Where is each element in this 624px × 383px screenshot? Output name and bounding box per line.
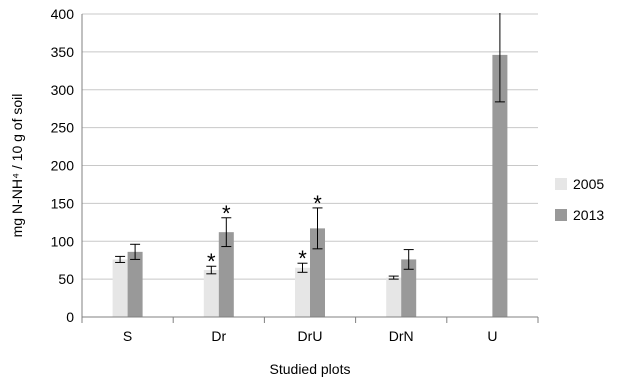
x-tick-label: U [487, 328, 497, 344]
legend-swatch-2013 [555, 209, 567, 221]
y-tick-label: 350 [51, 44, 75, 60]
y-tick-label: 0 [66, 309, 74, 325]
y-tick-label: 50 [58, 271, 74, 287]
bar-2013-Dr [218, 232, 234, 317]
significance-star: * [207, 249, 216, 274]
legend: 2005 2013 [555, 176, 604, 223]
bar-2005-DrN [386, 277, 402, 317]
y-tick-labels: 0 50 100 150 200 250 300 350 400 [51, 6, 75, 325]
y-axis-title: mg N-NH⁴ / 10 g of soil [9, 94, 25, 238]
x-axis-title: Studied plots [270, 361, 351, 377]
y-tick-label: 200 [51, 158, 75, 174]
error-bars [115, 13, 505, 280]
bar-2005-DrU [295, 267, 310, 317]
legend-label-2005: 2005 [573, 176, 604, 192]
legend-swatch-2005 [555, 178, 567, 190]
bar-2005-S [112, 259, 128, 317]
bar-2005-Dr [203, 270, 219, 317]
x-tick-label: Dr [211, 328, 226, 344]
legend-label-2013: 2013 [573, 207, 604, 223]
y-tick-label: 250 [51, 120, 75, 136]
axes [81, 14, 539, 323]
x-tick-label: DrN [389, 328, 414, 344]
bars [112, 54, 508, 317]
bar-2013-DrU [310, 228, 325, 317]
y-tick-label: 300 [51, 82, 75, 98]
significance-star: * [313, 191, 322, 216]
x-tick-label: DrU [298, 328, 323, 344]
y-tick-label: 100 [51, 233, 75, 249]
y-tick-label: 400 [51, 6, 75, 22]
bar-2013-S [127, 251, 143, 317]
significance-star: * [298, 246, 307, 271]
significance-star: * [222, 201, 231, 226]
grid [82, 13, 538, 280]
x-tick-labels: S Dr DrU DrN U [123, 328, 498, 344]
bar-2013-U [492, 54, 508, 317]
y-tick-label: 150 [51, 195, 75, 211]
significance-markers: **** [207, 191, 322, 274]
bar-2013-DrN [401, 259, 417, 317]
x-tick-label: S [123, 328, 132, 344]
